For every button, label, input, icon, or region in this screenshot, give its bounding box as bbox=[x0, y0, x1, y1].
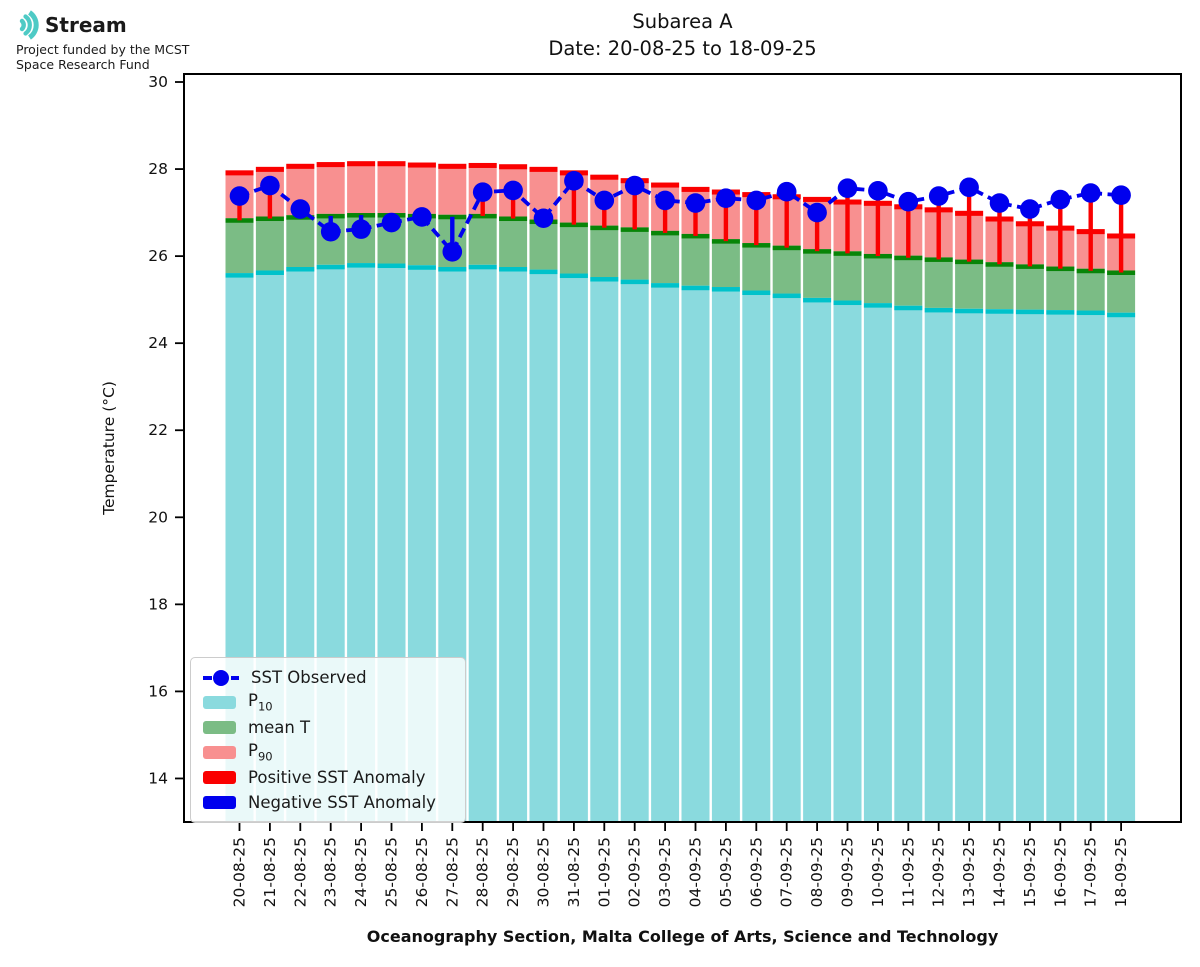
svg-text:29-08-25: 29-08-25 bbox=[504, 837, 522, 907]
chart-title-line2: Date: 20-08-25 to 18-09-25 bbox=[548, 37, 817, 60]
svg-text:21-08-25: 21-08-25 bbox=[261, 837, 279, 907]
svg-text:27-08-25: 27-08-25 bbox=[443, 837, 461, 907]
svg-text:22-08-25: 22-08-25 bbox=[291, 837, 309, 907]
svg-text:24: 24 bbox=[148, 334, 168, 352]
svg-text:20-08-25: 20-08-25 bbox=[231, 837, 249, 907]
svg-text:16: 16 bbox=[148, 682, 168, 700]
positive-anomaly-swatch bbox=[203, 771, 236, 784]
stream-logo: Stream Project funded by the MCST Space … bbox=[16, 10, 206, 72]
p10-swatch bbox=[203, 696, 236, 709]
svg-text:01-09-25: 01-09-25 bbox=[595, 837, 613, 907]
svg-text:11-09-25: 11-09-25 bbox=[899, 837, 917, 907]
y-axis-ticks: 30 28 26 24 22 20 18 16 14 bbox=[148, 73, 184, 787]
x-axis-ticks: 20-08-25 21-08-25 22-08-25 23-08-25 24-08-25… bbox=[231, 822, 1130, 907]
logo-name: Stream bbox=[45, 13, 127, 37]
legend-item-p10: P10 bbox=[203, 691, 453, 714]
legend-item-positive-anomaly: Positive SST Anomaly bbox=[203, 768, 453, 787]
svg-text:17-09-25: 17-09-25 bbox=[1082, 837, 1100, 907]
svg-text:31-08-25: 31-08-25 bbox=[565, 837, 583, 907]
stream-logo-icon bbox=[19, 10, 39, 40]
svg-text:05-09-25: 05-09-25 bbox=[717, 837, 735, 907]
y-axis-label: Temperature (°C) bbox=[100, 381, 118, 515]
plot-border bbox=[183, 73, 1182, 823]
legend-item-sst-observed: SST Observed bbox=[203, 668, 453, 687]
svg-text:15-09-25: 15-09-25 bbox=[1021, 837, 1039, 907]
logo-subtitle-line2: Space Research Fund bbox=[16, 57, 150, 72]
sst-observed-dots bbox=[229, 171, 1131, 262]
svg-text:22: 22 bbox=[148, 421, 168, 439]
svg-text:09-09-25: 09-09-25 bbox=[839, 837, 857, 907]
negative-anomaly-swatch bbox=[203, 796, 236, 809]
svg-text:07-09-25: 07-09-25 bbox=[778, 837, 796, 907]
svg-text:18: 18 bbox=[148, 595, 168, 613]
chart-title-line1: Subarea A bbox=[632, 10, 733, 33]
svg-text:04-09-25: 04-09-25 bbox=[687, 837, 705, 907]
x-axis-label: Oceanography Section, Malta College of A… bbox=[366, 927, 999, 946]
p90-swatch bbox=[203, 746, 236, 759]
sst-observed-marker-icon bbox=[203, 669, 239, 687]
chart-title: Subarea A Date: 20-08-25 to 18-09-25 bbox=[184, 8, 1181, 62]
svg-text:16-09-25: 16-09-25 bbox=[1051, 837, 1069, 907]
svg-text:23-08-25: 23-08-25 bbox=[322, 837, 340, 907]
svg-text:14: 14 bbox=[148, 769, 168, 787]
svg-text:24-08-25: 24-08-25 bbox=[352, 837, 370, 907]
logo-subtitle-line1: Project funded by the MCST bbox=[16, 42, 190, 57]
svg-text:18-09-25: 18-09-25 bbox=[1112, 837, 1130, 907]
svg-text:28-08-25: 28-08-25 bbox=[474, 837, 492, 907]
svg-text:10-09-25: 10-09-25 bbox=[869, 837, 887, 907]
svg-text:28: 28 bbox=[148, 160, 168, 178]
svg-text:08-09-25: 08-09-25 bbox=[808, 837, 826, 907]
svg-text:12-09-25: 12-09-25 bbox=[930, 837, 948, 907]
svg-text:06-09-25: 06-09-25 bbox=[747, 837, 765, 907]
svg-text:03-09-25: 03-09-25 bbox=[656, 837, 674, 907]
svg-text:30-08-25: 30-08-25 bbox=[535, 837, 553, 907]
legend-item-p90: P90 bbox=[203, 741, 453, 764]
legend-item-negative-anomaly: Negative SST Anomaly bbox=[203, 793, 453, 812]
svg-text:25-08-25: 25-08-25 bbox=[383, 837, 401, 907]
svg-text:20: 20 bbox=[148, 508, 168, 526]
svg-text:30: 30 bbox=[148, 73, 168, 91]
mean-t-swatch bbox=[203, 721, 236, 734]
svg-text:26-08-25: 26-08-25 bbox=[413, 837, 431, 907]
legend-item-mean-t: mean T bbox=[203, 718, 453, 737]
svg-text:26: 26 bbox=[148, 247, 168, 265]
svg-text:13-09-25: 13-09-25 bbox=[960, 837, 978, 907]
svg-text:02-09-25: 02-09-25 bbox=[626, 837, 644, 907]
legend: SST Observed P10 mean T P90 Positive SST… bbox=[190, 657, 466, 823]
svg-text:14-09-25: 14-09-25 bbox=[991, 837, 1009, 907]
